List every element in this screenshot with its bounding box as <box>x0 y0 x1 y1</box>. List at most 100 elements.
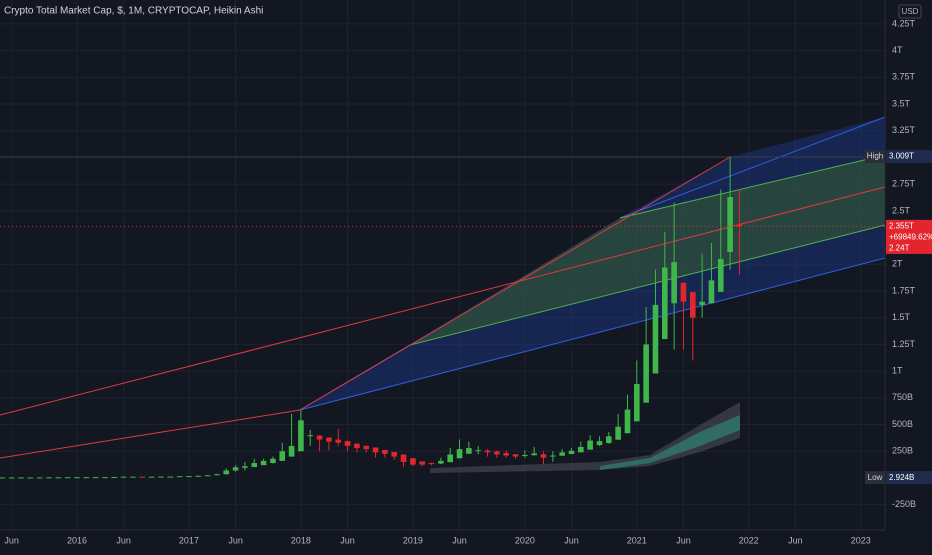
candle-body <box>307 435 314 437</box>
candle-body <box>606 436 612 444</box>
candle-body <box>260 460 267 466</box>
candle-body <box>559 452 565 456</box>
candle-body <box>92 477 99 479</box>
y-tick-label: 750B <box>892 392 913 402</box>
candle-body <box>494 451 500 455</box>
candle-body <box>689 292 696 318</box>
candle-body <box>372 447 379 453</box>
price-extra: 2.24T <box>889 243 910 252</box>
candle-body <box>176 476 183 478</box>
candle-body <box>74 477 80 479</box>
x-tick-label: Jun <box>4 535 19 545</box>
candle-body <box>8 477 15 479</box>
y-tick-label: 3.75T <box>892 72 916 82</box>
candle-body <box>391 452 398 457</box>
drawings <box>0 116 886 473</box>
candle-body <box>578 446 584 453</box>
candle-body <box>326 437 332 442</box>
candle-body <box>531 453 537 456</box>
candle-body <box>717 258 724 292</box>
x-tick-label: 2021 <box>627 535 647 545</box>
candle-body <box>270 458 276 464</box>
currency[interactable]: USD <box>902 7 919 16</box>
currency-box[interactable] <box>898 4 922 19</box>
candle-body <box>475 450 481 452</box>
candle-body <box>316 435 323 440</box>
candle-body <box>232 467 239 471</box>
candle-body <box>699 301 705 305</box>
price-change: +69849.62% <box>889 232 932 241</box>
x-tick-label: Jun <box>228 535 243 545</box>
candle-body <box>643 344 649 403</box>
candle-body <box>46 477 52 479</box>
price-tag-bg <box>865 150 885 164</box>
candle-body <box>288 445 295 457</box>
price-tag-bg <box>865 471 885 485</box>
channel-line <box>619 154 886 219</box>
candle-body <box>466 448 472 454</box>
price-label: 3.009T <box>889 152 914 161</box>
candle-body <box>354 443 360 449</box>
candle-body <box>634 383 640 422</box>
y-tick-label: 2T <box>892 259 903 269</box>
x-tick-label: Jun <box>676 535 691 545</box>
candle-body <box>512 454 519 457</box>
price-label-bg <box>886 219 932 254</box>
candle-body <box>671 262 677 304</box>
y-tick-label: 3.25T <box>892 125 916 135</box>
candle-body <box>540 454 547 458</box>
candle-body <box>36 477 43 479</box>
price-label-bg <box>886 471 932 485</box>
candle-body <box>624 409 631 434</box>
candle-body <box>503 452 509 456</box>
y-tick-label: 1T <box>892 366 903 376</box>
candle-body <box>204 475 211 477</box>
x-tick-label: 2018 <box>291 535 311 545</box>
candle-body <box>428 463 435 465</box>
price-label: 2.924B <box>889 473 914 482</box>
x-tick-label: 2022 <box>739 535 759 545</box>
candle-body <box>596 441 603 446</box>
candle-body <box>279 451 286 461</box>
candle-body <box>615 426 621 440</box>
x-tick-label: Jun <box>116 535 131 545</box>
candle-body <box>344 441 351 446</box>
candle-body <box>139 476 146 478</box>
x-tick-label: 2020 <box>515 535 535 545</box>
channel-inner-fill <box>410 155 885 345</box>
candle-body <box>158 476 164 478</box>
grid <box>0 0 885 530</box>
candle-body <box>568 450 575 455</box>
x-tick-label: Jun <box>788 535 803 545</box>
channel-line <box>619 116 886 219</box>
trend-line <box>0 409 301 459</box>
candle-body <box>167 476 174 478</box>
candle-body <box>223 470 230 475</box>
candle-body <box>186 476 192 478</box>
x-tick-label: 2019 <box>403 535 423 545</box>
candle-body <box>55 477 62 479</box>
candle-body <box>111 477 118 479</box>
price-label-bg <box>886 150 932 164</box>
candle-body <box>662 267 668 340</box>
candle-body <box>214 474 220 476</box>
candle-body <box>18 477 24 479</box>
candle-body <box>64 477 71 479</box>
axes: -250B 250B 500B 750B 1T 1.25T 1.5T 1.75T 2T 2.5T 2… <box>0 18 932 545</box>
candle-body <box>484 450 491 453</box>
candle-body <box>83 477 90 479</box>
price-tag: Low <box>868 473 883 482</box>
price-tag: High <box>867 152 883 161</box>
candle-body <box>148 476 155 478</box>
trend-line <box>299 156 731 411</box>
y-tick-label: 4.25T <box>892 18 916 28</box>
candle-body <box>727 197 733 253</box>
candle-body <box>363 445 370 450</box>
y-tick-label: 1.5T <box>892 312 911 322</box>
x-tick-label: Jun <box>452 535 467 545</box>
channel-line <box>409 224 886 346</box>
candle-body <box>102 477 108 479</box>
candle-body <box>251 463 258 467</box>
x-tick-label: Jun <box>340 535 355 545</box>
